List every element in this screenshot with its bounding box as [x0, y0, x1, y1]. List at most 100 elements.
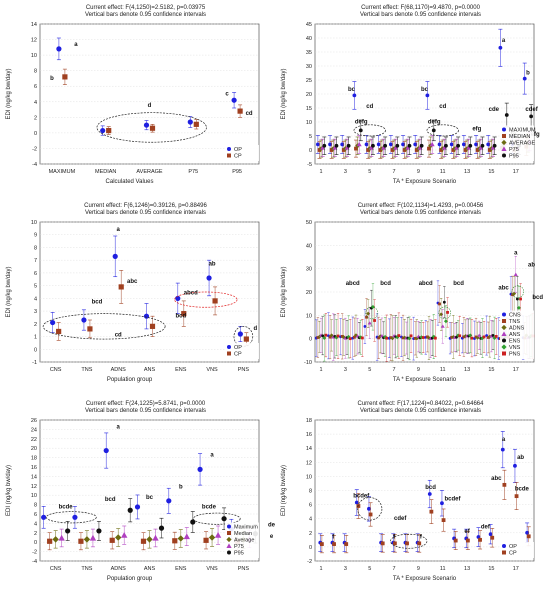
highlight-ellipse: [438, 306, 452, 320]
data-point: [348, 337, 352, 341]
significance-letter: b: [50, 76, 54, 82]
data-point: [365, 315, 368, 319]
x-tick-label: 15: [488, 566, 494, 572]
chart-subtitle: Vertical bars denote 0.95 confidence int…: [85, 210, 206, 216]
y-tick-label: 20: [31, 446, 37, 452]
data-point: [440, 501, 444, 506]
x-tick-label: ENS: [175, 566, 187, 572]
data-point: [526, 534, 531, 539]
data-point: [487, 148, 492, 152]
data-point: [429, 141, 435, 147]
x-tick-label: CNS: [50, 566, 62, 572]
legend-label: P75: [234, 544, 244, 550]
data-point: [376, 142, 381, 147]
data-point: [405, 541, 409, 546]
chart-panel-6: Current effect: F(17,1224)=0.84022, p=0.…: [281, 401, 535, 582]
significance-letter: ab: [209, 261, 216, 267]
data-point: [187, 119, 193, 125]
data-point: [405, 145, 411, 150]
y-tick-label: 14: [306, 446, 312, 452]
y-tick-label: 25: [306, 78, 312, 84]
y-tick-label: 50: [306, 220, 312, 226]
data-point: [56, 46, 62, 52]
y-tick-label: 4: [34, 521, 37, 527]
legend-marker: [502, 319, 506, 323]
data-point: [377, 336, 381, 340]
data-point: [346, 334, 351, 339]
data-point: [371, 143, 375, 148]
x-tick-label: 17: [513, 367, 519, 373]
y-tick-label: 6: [34, 512, 37, 518]
legend-marker: [502, 544, 506, 548]
data-point: [490, 145, 496, 150]
data-point: [463, 148, 468, 152]
data-point: [352, 335, 356, 339]
data-point: [427, 492, 432, 496]
data-point: [344, 542, 349, 546]
y-tick-label: 16: [31, 465, 37, 471]
legend-label: CP: [509, 551, 517, 557]
y-tick-label: -2: [32, 146, 37, 152]
significance-letter: cd: [115, 333, 122, 339]
data-point: [458, 334, 462, 338]
y-tick-label: 22: [31, 437, 37, 443]
x-tick-label: 1: [320, 169, 323, 175]
data-point: [50, 319, 56, 326]
x-axis-label: TA * Exposure Scenario: [393, 179, 457, 185]
legend-label: PNS: [509, 352, 521, 358]
data-point: [442, 300, 446, 304]
significance-letter: a: [514, 251, 518, 257]
y-tick-label: 14: [31, 22, 37, 28]
x-tick-label: 15: [488, 169, 494, 175]
y-tick-label: 1: [34, 335, 37, 341]
data-point: [149, 323, 156, 329]
data-point: [183, 533, 190, 540]
y-tick-label: 4: [34, 100, 37, 106]
data-point: [368, 512, 373, 517]
significance-letter: d: [148, 103, 152, 109]
x-tick-label: 13: [464, 169, 470, 175]
significance-letter: cd: [366, 104, 373, 110]
data-point: [402, 148, 407, 152]
x-tick-label: ADNS: [111, 367, 127, 373]
data-point: [143, 313, 150, 319]
data-point: [152, 534, 159, 541]
chart-title: Current effect: F(6,1246)=0.39126, p=0.8…: [84, 203, 207, 209]
y-tick-label: 18: [31, 456, 37, 462]
significance-letter: a: [502, 437, 506, 443]
y-tick-label: 30: [306, 267, 312, 273]
data-point: [494, 335, 498, 338]
y-tick-label: -2: [32, 550, 37, 556]
data-point: [401, 142, 405, 147]
significance-letter: a: [502, 38, 506, 44]
legend-marker: [502, 153, 506, 158]
data-point: [516, 305, 521, 310]
y-tick-label: 5: [309, 134, 312, 140]
data-point: [439, 148, 444, 152]
data-point: [378, 148, 383, 152]
y-tick-label: 2: [34, 531, 37, 537]
data-point: [121, 531, 128, 538]
significance-letter: a: [210, 453, 214, 459]
data-point: [417, 145, 423, 150]
data-point: [328, 142, 332, 147]
data-point: [341, 148, 346, 152]
data-point: [237, 331, 243, 337]
data-point: [402, 335, 407, 340]
significance-letter: efg: [472, 126, 481, 132]
chart-panel-3: Current effect: F(6,1246)=0.39126, p=0.8…: [6, 203, 260, 383]
legend-label: Average: [234, 538, 254, 544]
y-tick-label: 0: [309, 337, 312, 343]
y-tick-label: 6: [309, 503, 312, 509]
data-point: [329, 333, 334, 338]
legend-label: ANS: [509, 332, 521, 338]
x-tick-label: 7: [393, 169, 396, 175]
data-point: [324, 333, 328, 337]
data-point: [492, 143, 497, 148]
legend-marker: [227, 531, 231, 535]
chart-title: Current effect: F(24,1225)=5.8741, p=0.0…: [86, 401, 206, 407]
data-point: [181, 311, 187, 317]
y-tick-label: 10: [306, 120, 312, 126]
data-point: [468, 143, 473, 148]
data-point: [100, 127, 106, 134]
